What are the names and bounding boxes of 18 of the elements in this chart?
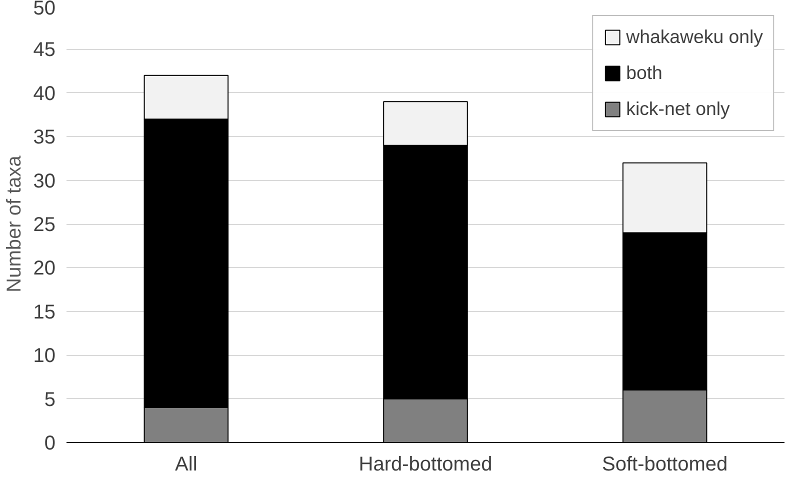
legend-label: both [626, 62, 662, 84]
y-tick-label: 5 [44, 388, 56, 411]
y-tick-label: 0 [44, 432, 56, 454]
x-tick-label: Hard-bottomed [358, 454, 492, 476]
y-tick-label: 10 [33, 345, 56, 368]
y-tick-label: 25 [33, 214, 56, 236]
y-tick-label: 45 [33, 39, 56, 62]
y-tick-label: 30 [33, 170, 56, 192]
y-tick-label: 20 [33, 258, 56, 280]
x-tick-label: Soft-bottomed [602, 454, 728, 476]
y-axis-title: Number of taxa [3, 154, 26, 292]
x-tick-label: All [175, 454, 198, 476]
legend-label: whakaweku only [626, 26, 763, 48]
y-tick-label: 35 [33, 126, 56, 149]
legend-label: kick-net only [626, 98, 730, 120]
y-tick-label: 15 [33, 301, 56, 324]
y-tick-label: 40 [33, 82, 56, 105]
y-tick-label: 50 [33, 0, 56, 20]
